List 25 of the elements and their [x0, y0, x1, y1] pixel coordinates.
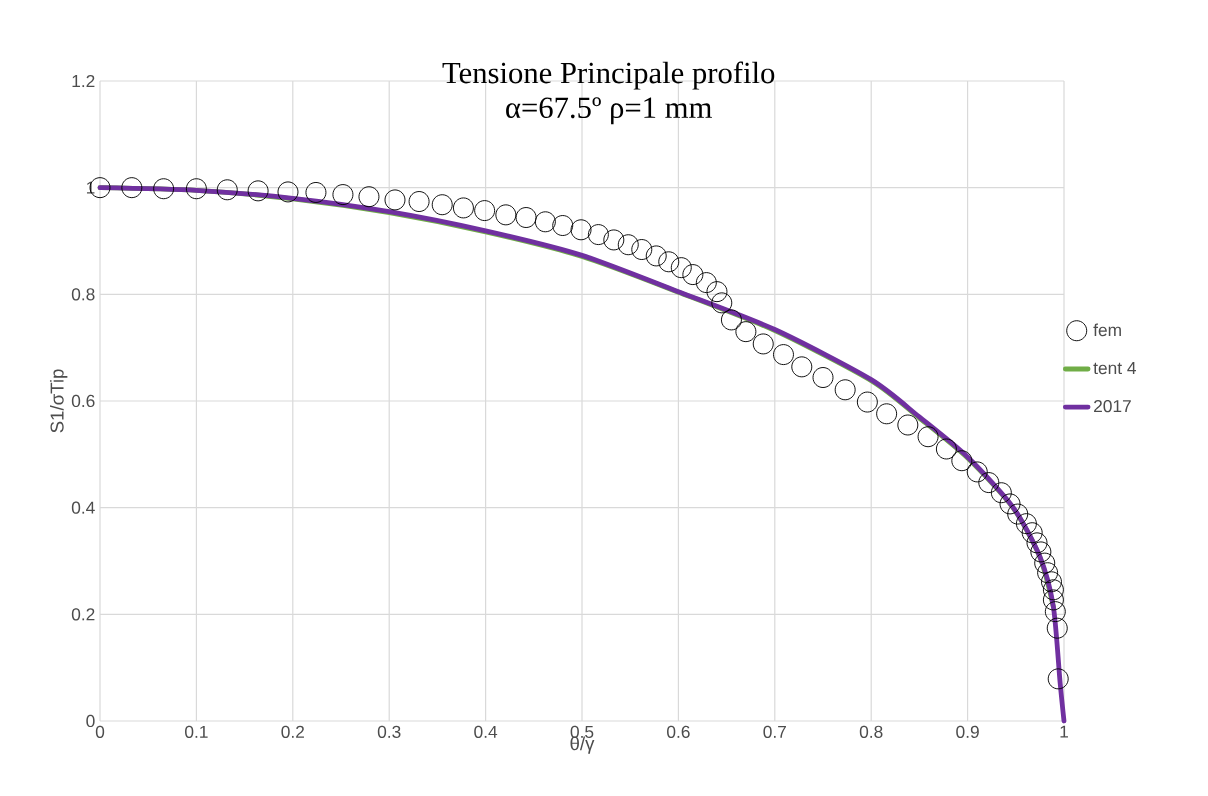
y-tick-label: 0.6: [71, 394, 95, 408]
x-tick-label: 0.4: [474, 725, 498, 738]
x-tick-label: 0.9: [956, 725, 979, 738]
chart-subtitle: α=67.5º ρ=1 mm: [506, 97, 712, 125]
x-tick-label: 0.1: [185, 725, 208, 738]
chart-title: Tensione Principale profilo: [442, 61, 775, 90]
x-tick-label: 0.3: [377, 725, 401, 738]
y-tick-label: 0.2: [71, 608, 95, 621]
legend-label: 2017: [1094, 399, 1131, 413]
legend-label: tent 4: [1093, 362, 1137, 375]
x-tick-label: 0.5: [570, 725, 594, 738]
y-tick-label: 1.2: [72, 74, 95, 88]
y-axis-title: S1/σTip: [49, 369, 68, 433]
x-tick-label: 0.6: [667, 725, 690, 738]
y-tick-label: 0.8: [71, 288, 95, 301]
y-tick-label: 1: [86, 181, 95, 194]
legend-label: fem: [1093, 323, 1121, 337]
x-tick-label: 0.7: [763, 725, 786, 738]
x-axis-title: θ/γ: [570, 736, 595, 754]
x-tick-label: 1: [1060, 725, 1068, 738]
x-tick-label: 0.2: [281, 725, 304, 738]
y-tick-label: 0: [86, 714, 95, 728]
x-tick-label: 0.8: [859, 725, 883, 738]
x-tick-label: 0: [95, 725, 105, 738]
y-tick-label: 0.4: [71, 501, 95, 514]
